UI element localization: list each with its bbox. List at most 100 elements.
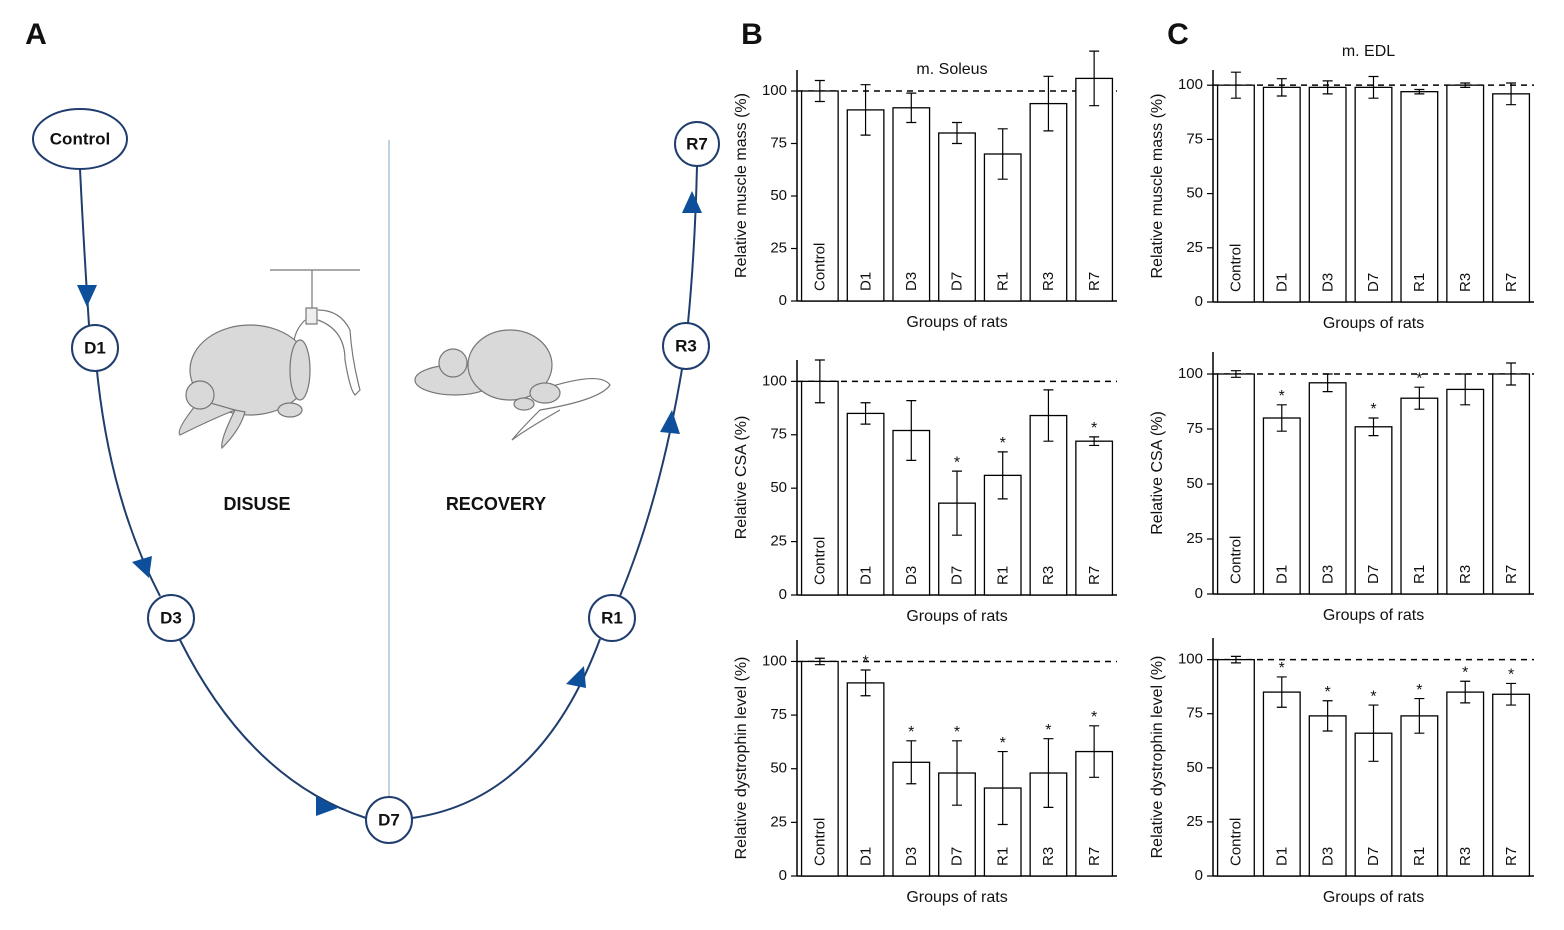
significance-mark: * <box>1091 709 1097 726</box>
category-label: D1 <box>1274 273 1291 292</box>
bar <box>1216 658 1255 877</box>
y-tick-label: 25 <box>770 813 787 830</box>
error-bar <box>1368 704 1379 762</box>
bar <box>1216 84 1255 303</box>
error-bar <box>1368 75 1379 99</box>
y-axis-label: Relative muscle mass (%) <box>733 93 750 278</box>
error-bar <box>997 750 1008 826</box>
bar <box>1029 102 1068 302</box>
bar <box>1262 691 1301 877</box>
category-label: R7 <box>1503 273 1520 292</box>
significance-mark: * <box>1462 664 1468 681</box>
node <box>588 594 636 642</box>
rat-suspended <box>178 269 361 450</box>
bar <box>1262 417 1301 595</box>
significance-mark: * <box>1370 688 1376 705</box>
y-tick-label: 75 <box>770 426 787 443</box>
category-label: R3 <box>1457 847 1474 866</box>
category-label: R3 <box>1457 565 1474 584</box>
category-label: D3 <box>1319 565 1336 584</box>
node <box>147 594 195 642</box>
error-bar <box>1414 88 1425 95</box>
error-bar <box>1043 389 1054 442</box>
error-bar <box>814 657 825 666</box>
node-label: R7 <box>686 134 708 153</box>
category-label: R7 <box>1086 272 1103 291</box>
significance-mark: * <box>1416 682 1422 699</box>
error-bar <box>1460 680 1471 704</box>
category-label: D7 <box>1365 273 1382 292</box>
category-label: R7 <box>1086 566 1103 585</box>
node-label: D7 <box>378 810 400 829</box>
error-bar <box>1414 386 1425 410</box>
significance-mark: * <box>1000 735 1006 752</box>
y-tick-label: 25 <box>1186 239 1203 256</box>
error-bar <box>1506 682 1517 706</box>
category-label: R1 <box>1411 565 1428 584</box>
bar <box>1400 397 1439 595</box>
category-label: R1 <box>994 272 1011 291</box>
y-tick-label: 100 <box>762 652 787 669</box>
y-tick-label: 25 <box>770 533 787 550</box>
bar <box>1492 93 1531 303</box>
significance-mark: * <box>1325 684 1331 701</box>
y-axis-label: Relative dystrophin level (%) <box>1149 656 1166 859</box>
bar <box>1492 373 1531 595</box>
x-axis-label: Groups of rats <box>1323 315 1424 332</box>
node-label: D3 <box>160 608 182 627</box>
significance-mark: * <box>908 724 914 741</box>
category-label: R7 <box>1086 847 1103 866</box>
y-tick-label: 25 <box>770 239 787 256</box>
category-label: R3 <box>1040 847 1057 866</box>
category-label: R7 <box>1503 565 1520 584</box>
y-tick-label: 0 <box>1195 585 1203 602</box>
node-label: R1 <box>601 608 623 627</box>
category-label: D7 <box>1365 847 1382 866</box>
y-tick-label: 0 <box>779 867 787 884</box>
node-label: D1 <box>84 338 106 357</box>
error-bar <box>1230 655 1241 664</box>
error-bar <box>952 740 962 806</box>
y-tick-label: 50 <box>1186 759 1203 776</box>
bar <box>1446 691 1485 877</box>
error-bar <box>1322 373 1333 393</box>
significance-mark: * <box>1279 388 1285 405</box>
category-label: Control <box>812 243 829 291</box>
category-label: Control <box>1228 818 1245 866</box>
category-label: D1 <box>857 566 874 585</box>
category-label: D7 <box>949 566 966 585</box>
node <box>71 324 119 372</box>
y-axis-label: Relative CSA (%) <box>1149 411 1166 535</box>
significance-mark: * <box>954 724 960 741</box>
category-label: D1 <box>857 272 874 291</box>
category-label: R7 <box>1503 847 1520 866</box>
error-bar <box>1460 82 1471 88</box>
bar <box>1354 426 1393 595</box>
y-tick-label: 100 <box>1178 365 1203 382</box>
y-tick-label: 50 <box>770 479 787 496</box>
significance-mark: * <box>954 454 960 471</box>
y-tick-label: 50 <box>770 760 787 777</box>
category-label: R3 <box>1040 272 1057 291</box>
arrowhead <box>316 796 338 816</box>
error-bar <box>997 451 1008 500</box>
arrowhead <box>77 285 97 307</box>
bar <box>1262 86 1301 303</box>
y-tick-label: 0 <box>1195 867 1203 884</box>
error-bar <box>1506 362 1517 386</box>
error-bar <box>1043 75 1054 132</box>
node <box>674 121 720 167</box>
category-label: D3 <box>1319 273 1336 292</box>
error-bar <box>906 399 917 462</box>
category-label: D3 <box>903 272 920 291</box>
edge <box>79 168 90 326</box>
node <box>662 322 710 370</box>
bar <box>1216 373 1255 595</box>
significance-mark: * <box>1416 370 1422 387</box>
error-bar <box>1276 404 1287 432</box>
category-label: Control <box>1228 536 1245 584</box>
rat-recovery <box>414 329 611 441</box>
node <box>32 108 128 170</box>
significance-mark: * <box>1091 420 1097 437</box>
